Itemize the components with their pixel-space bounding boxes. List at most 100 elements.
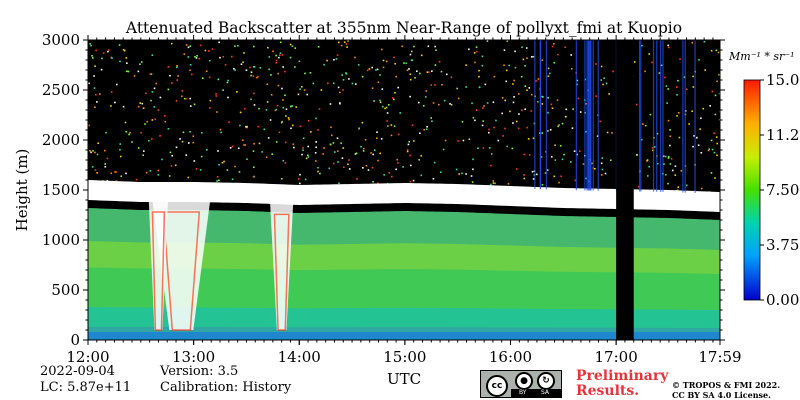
noise-speck (161, 158, 163, 161)
noise-speck (314, 151, 317, 154)
noise-speck (200, 155, 203, 158)
noise-speck (670, 158, 673, 160)
noise-speck (326, 82, 329, 85)
noise-speck (284, 94, 286, 97)
noise-speck (185, 154, 188, 156)
noise-speck (339, 102, 341, 104)
noise-speck (88, 82, 90, 85)
noise-speck (135, 178, 138, 181)
noise-speck (228, 121, 230, 123)
noise-speck (100, 68, 103, 71)
by-label: BY (519, 389, 527, 396)
noise-speck (145, 171, 148, 174)
noise-speck (693, 135, 695, 137)
rain-fall-2-edge (151, 211, 166, 331)
noise-speck (490, 183, 492, 186)
noise-speck (144, 123, 146, 125)
noise-speck (526, 126, 528, 129)
noise-speck (381, 88, 384, 90)
noise-speck (222, 55, 224, 58)
noise-speck (231, 145, 234, 148)
noise-speck (488, 128, 490, 131)
noise-speck (315, 117, 317, 120)
noise-speck (355, 152, 358, 155)
noise-speck (520, 75, 523, 78)
noise-speck (108, 49, 110, 51)
noise-speck (377, 159, 379, 162)
noise-speck (185, 44, 188, 46)
noise-speck (150, 73, 153, 75)
noise-speck (541, 183, 544, 186)
noise-speck (569, 161, 572, 163)
noise-speck (565, 108, 568, 111)
noise-speck (239, 124, 241, 127)
noise-speck (388, 172, 391, 174)
attribution-icon: ● (515, 372, 533, 390)
noise-speck (379, 99, 381, 102)
noise-speck (471, 102, 473, 105)
x-tick-label: 14:00 (278, 348, 321, 366)
noise-speck (91, 166, 94, 168)
noise-speck (411, 59, 414, 62)
noise-speck (372, 181, 374, 183)
y-tick-label: 1500 (42, 181, 80, 199)
noise-speck (270, 94, 273, 96)
noise-speck (253, 45, 255, 48)
noise-speck (250, 98, 252, 101)
noise-speck (315, 160, 317, 162)
noise-speck (101, 57, 103, 60)
noise-speck (474, 61, 476, 64)
noise-speck (336, 150, 339, 153)
noise-speck (551, 107, 554, 110)
noise-speck (677, 111, 680, 114)
noise-speck (329, 103, 332, 105)
noise-speck (537, 78, 540, 80)
noise-speck (175, 99, 178, 102)
noise-speck (455, 168, 458, 171)
noise-speck (431, 120, 433, 123)
noise-speck (234, 69, 236, 71)
rain-fall-1-edge (162, 211, 201, 331)
noise-speck (252, 66, 255, 68)
noise-speck (595, 95, 598, 97)
noise-speck (169, 74, 171, 77)
noise-speck (611, 132, 613, 134)
noise-speck (104, 163, 107, 165)
noise-speck (347, 163, 349, 166)
noise-speck (409, 73, 412, 76)
noise-speck (402, 166, 404, 168)
noise-speck (516, 168, 518, 170)
noise-speck (488, 147, 491, 149)
noise-speck (676, 94, 678, 96)
background-streak (662, 40, 664, 192)
noise-speck (315, 141, 317, 143)
noise-speck (718, 118, 720, 121)
noise-speck (513, 96, 515, 98)
noise-speck (153, 87, 156, 90)
noise-speck (704, 69, 707, 71)
noise-speck (176, 66, 178, 69)
y-tick-label: 2500 (42, 81, 80, 99)
noise-speck (571, 127, 574, 129)
noise-speck (290, 127, 292, 130)
noise-speck (268, 68, 270, 71)
noise-speck (253, 166, 255, 169)
noise-speck (291, 124, 294, 127)
noise-speck (608, 93, 610, 95)
noise-speck (171, 82, 173, 84)
noise-speck (373, 100, 375, 102)
noise-speck (218, 41, 220, 44)
noise-speck (710, 139, 713, 142)
noise-speck (509, 110, 511, 113)
noise-speck (306, 93, 308, 96)
noise-speck (297, 178, 300, 180)
noise-speck (541, 59, 544, 62)
noise-speck (515, 120, 518, 123)
noise-speck (151, 138, 153, 140)
noise-speck (535, 80, 537, 82)
noise-speck (342, 89, 344, 91)
noise-speck (242, 144, 245, 146)
noise-speck (215, 95, 218, 97)
noise-speck (271, 153, 274, 155)
noise-speck (425, 128, 428, 131)
